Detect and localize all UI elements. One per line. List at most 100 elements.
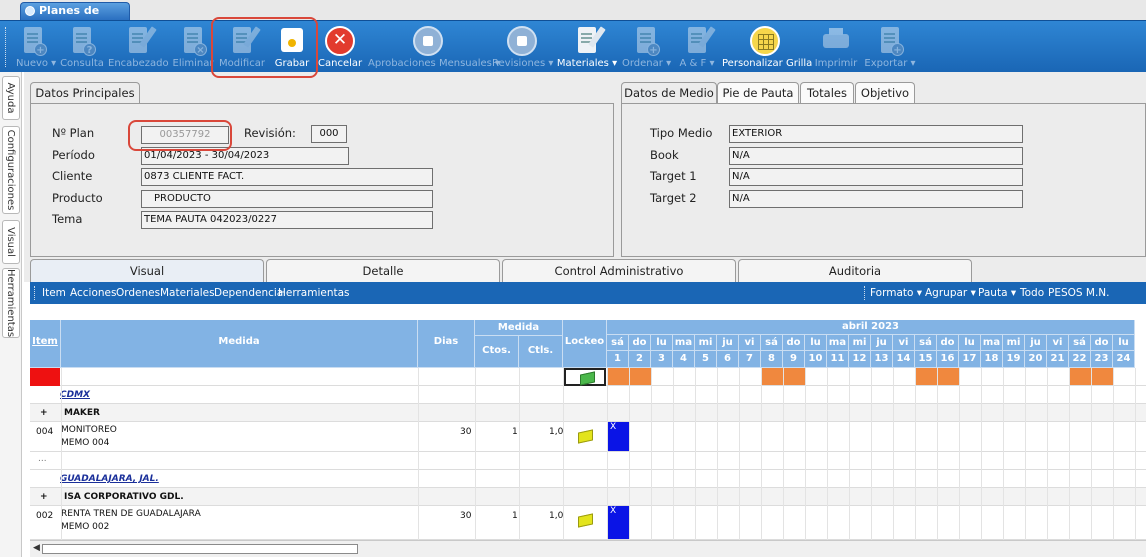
lock-flag-icon[interactable] [576, 431, 592, 441]
producto-field[interactable]: PRODUCTO [141, 190, 433, 208]
grid-option-4[interactable]: PESOS M.N. [1048, 287, 1110, 299]
grid-group-row[interactable]: GUADALAJARA, JAL. [30, 470, 1146, 488]
tab-detalle[interactable]: Detalle [266, 259, 500, 282]
grid-menu-materiales[interactable]: Materiales [160, 287, 215, 299]
toolbar-button-materials[interactable]: Materiales ▾ [556, 21, 618, 73]
grid-group-row[interactable]: CDMX [30, 386, 1146, 404]
day-number-header[interactable]: 1 [607, 351, 629, 368]
grid-option-0[interactable]: Formato ▾ [870, 287, 923, 299]
grid-ellipsis-row[interactable]: ... [30, 452, 1146, 470]
plan-field[interactable]: 00357792 [141, 126, 229, 144]
toolbar-button-order[interactable]: + Ordenar ▾ [622, 21, 671, 73]
schedule-mark[interactable]: X [608, 422, 629, 451]
day-number-header[interactable]: 24 [1113, 351, 1135, 368]
tema-field[interactable]: TEMA PAUTA 042023/0227 [141, 211, 433, 229]
grid-subgroup-row[interactable]: + MAKER [30, 404, 1146, 422]
toolbar-grip[interactable] [5, 27, 8, 67]
toolbar-button-approval-thumb[interactable]: Aprobaciones Mensuales ▾ [368, 21, 500, 73]
side-tab-herramientas[interactable]: Herramientas [2, 268, 20, 338]
target1-field[interactable]: N/A [729, 168, 1023, 186]
toolbar-button-edit-document[interactable]: Modificar [218, 21, 266, 73]
toolbar-button-export[interactable]: + Exportar ▾ [862, 21, 918, 73]
day-number-header[interactable]: 8 [761, 351, 783, 368]
book-field[interactable]: N/A [729, 147, 1023, 165]
scrollbar-thumb[interactable] [42, 544, 358, 554]
tab-pie-de-pauta[interactable]: Pie de Pauta [717, 82, 799, 104]
grid-menu-dependencia[interactable]: Dependencia [214, 287, 284, 299]
tab-datos-de-medio[interactable]: Datos de Medio [621, 82, 717, 104]
toolbar-button-grid[interactable]: Personalizar Grilla [722, 21, 812, 73]
day-number-header[interactable]: 7 [739, 351, 761, 368]
expand-toggle-icon[interactable]: + [40, 492, 48, 502]
grid-option-2[interactable]: Pauta ▾ [978, 287, 1017, 299]
tab-control-administrativo[interactable]: Control Administrativo [502, 259, 736, 282]
tipo-medio-field[interactable]: EXTERIOR [729, 125, 1023, 143]
column-header-lockeo[interactable]: Lockeo [563, 320, 607, 368]
column-header-medida[interactable]: Medida [61, 320, 418, 368]
day-number-header[interactable]: 6 [717, 351, 739, 368]
grid-option-1[interactable]: Agrupar ▾ [925, 287, 976, 299]
day-number-header[interactable]: 14 [893, 351, 915, 368]
side-tab-ayuda[interactable]: Ayuda [2, 76, 20, 120]
toolbar-button-delete-document[interactable]: × Eliminar [172, 21, 214, 73]
schedule-mark[interactable]: X [608, 506, 629, 539]
grid-menu-herramientas[interactable]: Herramientas [278, 287, 350, 299]
day-number-header[interactable]: 19 [1003, 351, 1025, 368]
day-number-header[interactable]: 21 [1047, 351, 1069, 368]
grid-menu-ordenes[interactable]: Ordenes [116, 287, 161, 299]
day-number-header[interactable]: 17 [959, 351, 981, 368]
day-number-header[interactable]: 12 [849, 351, 871, 368]
side-tab-configuraciones[interactable]: Configuraciones [2, 126, 20, 214]
day-number-header[interactable]: 18 [981, 351, 1003, 368]
day-number-header[interactable]: 9 [783, 351, 805, 368]
day-number-header[interactable]: 20 [1025, 351, 1047, 368]
tab-objetivo[interactable]: Objetivo [855, 82, 915, 104]
lock-flag-icon[interactable] [576, 515, 592, 525]
day-number-header[interactable]: 11 [827, 351, 849, 368]
periodo-field[interactable]: 01/04/2023 - 30/04/2023 [141, 147, 349, 165]
toolbar-button-save[interactable]: Grabar [272, 21, 312, 73]
toolbar-button-review-thumb[interactable]: Revisiones ▾ [492, 21, 553, 73]
row-ellipsis[interactable]: ... [38, 454, 47, 464]
day-number-header[interactable]: 23 [1091, 351, 1113, 368]
horizontal-scrollbar[interactable]: ◀ [30, 540, 1146, 557]
day-number-header[interactable]: 15 [915, 351, 937, 368]
toolbar-button-header-edit[interactable]: Encabezado [108, 21, 169, 73]
lockeo-filter-cell[interactable] [564, 368, 606, 386]
tab-datos-principales[interactable]: Datos Principales [30, 82, 140, 104]
tab-totales[interactable]: Totales [800, 82, 854, 104]
grid-subgroup-row[interactable]: + ISA CORPORATIVO GDL. [30, 488, 1146, 506]
tab-auditoria[interactable]: Auditoria [738, 259, 972, 282]
tab-visual[interactable]: Visual [30, 259, 264, 282]
column-header-ctls[interactable]: Ctls. [519, 336, 563, 368]
day-number-header[interactable]: 22 [1069, 351, 1091, 368]
target2-field[interactable]: N/A [729, 190, 1023, 208]
day-number-header[interactable]: 10 [805, 351, 827, 368]
day-number-header[interactable]: 16 [937, 351, 959, 368]
scroll-left-arrow-icon[interactable]: ◀ [33, 543, 40, 553]
day-number-header[interactable]: 3 [651, 351, 673, 368]
revision-field[interactable]: 000 [311, 125, 347, 143]
grid-filter-row[interactable] [30, 368, 1146, 386]
column-header-ctos[interactable]: Ctos. [475, 336, 519, 368]
column-header-item[interactable]: Item [30, 320, 61, 368]
day-number-header[interactable]: 13 [871, 351, 893, 368]
cliente-field[interactable]: 0873 CLIENTE FACT. [141, 168, 433, 186]
toolbar-button-printer[interactable]: Imprimir [814, 21, 858, 73]
grid-toolbar-grip-left[interactable] [34, 286, 36, 300]
table-row[interactable]: 004 MONITOREO MEMO 004 30 1 1,0 X [30, 422, 1146, 452]
toolbar-button-query-document[interactable]: ? Consulta [60, 21, 104, 73]
day-number-header[interactable]: 2 [629, 351, 651, 368]
toolbar-button-new-document[interactable]: + Nuevo ▾ [16, 21, 56, 73]
grid-menu-acciones[interactable]: Acciones [70, 287, 117, 299]
toolbar-button-af[interactable]: A & F ▾ [676, 21, 718, 73]
day-number-header[interactable]: 5 [695, 351, 717, 368]
toolbar-button-cancel[interactable]: ✕ Cancelar [318, 21, 362, 73]
day-number-header[interactable]: 4 [673, 351, 695, 368]
table-row[interactable]: 002 RENTA TREN DE GUADALAJARA MEMO 002 30 1 1… [30, 506, 1146, 540]
grid-option-3[interactable]: Todo [1020, 287, 1045, 299]
expand-toggle-icon[interactable]: + [40, 408, 48, 418]
grid-toolbar-grip-right[interactable] [864, 286, 866, 300]
column-header-dias[interactable]: Dias [418, 320, 475, 368]
window-tab-planes-de-medios[interactable]: Planes de Medios [20, 2, 130, 33]
